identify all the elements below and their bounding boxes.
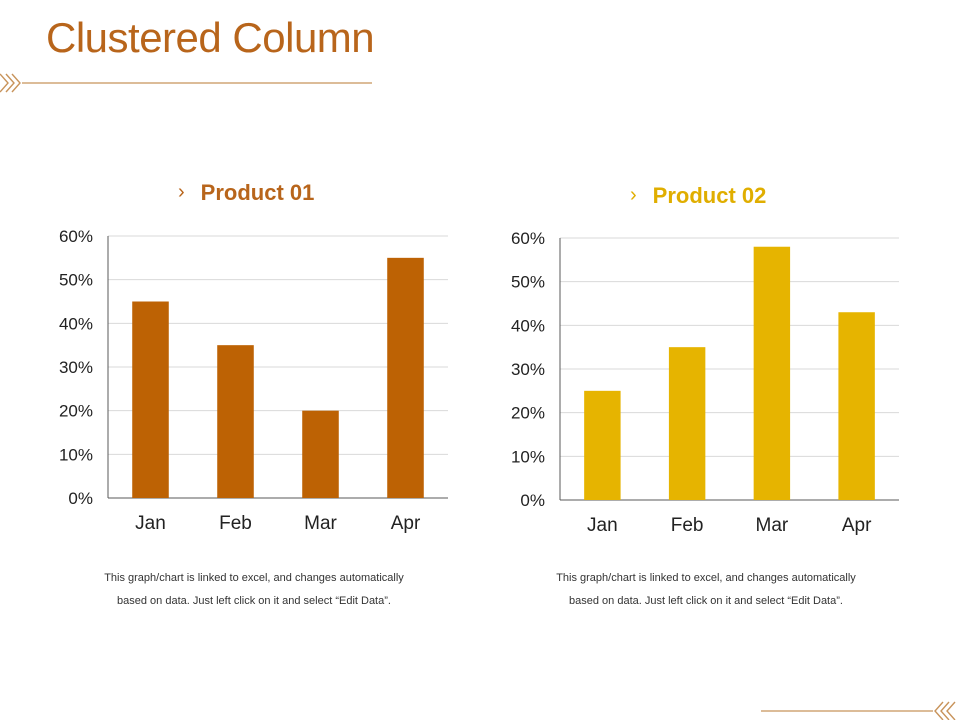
x-tick-label: Feb — [671, 515, 704, 536]
caption-line: based on data. Just left click on it and… — [117, 595, 391, 607]
chevron-icon — [11, 73, 21, 93]
bar — [584, 390, 621, 500]
caption-line: This graph/chart is linked to excel, and… — [104, 572, 404, 584]
y-tick-label: 0% — [520, 491, 545, 510]
header-chevron-divider — [0, 73, 372, 93]
x-tick-label: Mar — [304, 513, 337, 534]
caption-line: based on data. Just left click on it and… — [569, 595, 843, 607]
chart-title: › Product 02 — [630, 183, 766, 209]
x-tick-label: Jan — [587, 515, 618, 536]
chart-title: › Product 01 — [178, 180, 314, 206]
y-tick-label: 50% — [59, 271, 93, 290]
footer-chevron-divider — [761, 701, 956, 720]
bar — [838, 312, 875, 500]
chevron-icon — [946, 701, 956, 720]
chevron-icon — [940, 701, 950, 720]
x-tick-label: Feb — [219, 513, 252, 534]
chart-caption: This graph/chart is linked to excel, and… — [44, 567, 464, 613]
bar — [217, 345, 254, 498]
y-tick-label: 20% — [511, 404, 545, 423]
y-tick-label: 10% — [511, 447, 545, 466]
chart-caption: This graph/chart is linked to excel, and… — [496, 567, 916, 613]
bar — [387, 257, 424, 498]
y-tick-label: 50% — [511, 273, 545, 292]
x-tick-label: Apr — [391, 513, 421, 534]
y-tick-label: 10% — [59, 445, 93, 464]
bar — [302, 410, 339, 498]
page-title: Clustered Column — [46, 14, 375, 61]
chevron-right-icon: › — [178, 181, 185, 203]
chart-title-text: Product 02 — [652, 183, 767, 208]
y-tick-label: 30% — [511, 360, 545, 379]
bar — [753, 246, 791, 500]
bar — [132, 301, 169, 498]
x-tick-label: Apr — [842, 515, 872, 536]
y-tick-label: 30% — [59, 358, 93, 377]
caption-line: This graph/chart is linked to excel, and… — [556, 572, 856, 584]
chevron-right-icon: › — [630, 184, 637, 206]
y-tick-label: 60% — [59, 227, 93, 246]
chart-title-text: Product 01 — [200, 180, 315, 205]
y-tick-label: 40% — [511, 316, 545, 335]
chevron-icon — [0, 73, 9, 93]
y-tick-label: 20% — [59, 402, 93, 421]
bar — [668, 347, 706, 500]
chevron-icon — [934, 701, 944, 720]
y-tick-label: 40% — [59, 314, 93, 333]
x-tick-label: Jan — [135, 513, 166, 534]
chevron-icon — [5, 73, 15, 93]
y-tick-label: 60% — [511, 229, 545, 248]
x-tick-label: Mar — [756, 515, 789, 536]
y-tick-label: 0% — [68, 489, 93, 508]
